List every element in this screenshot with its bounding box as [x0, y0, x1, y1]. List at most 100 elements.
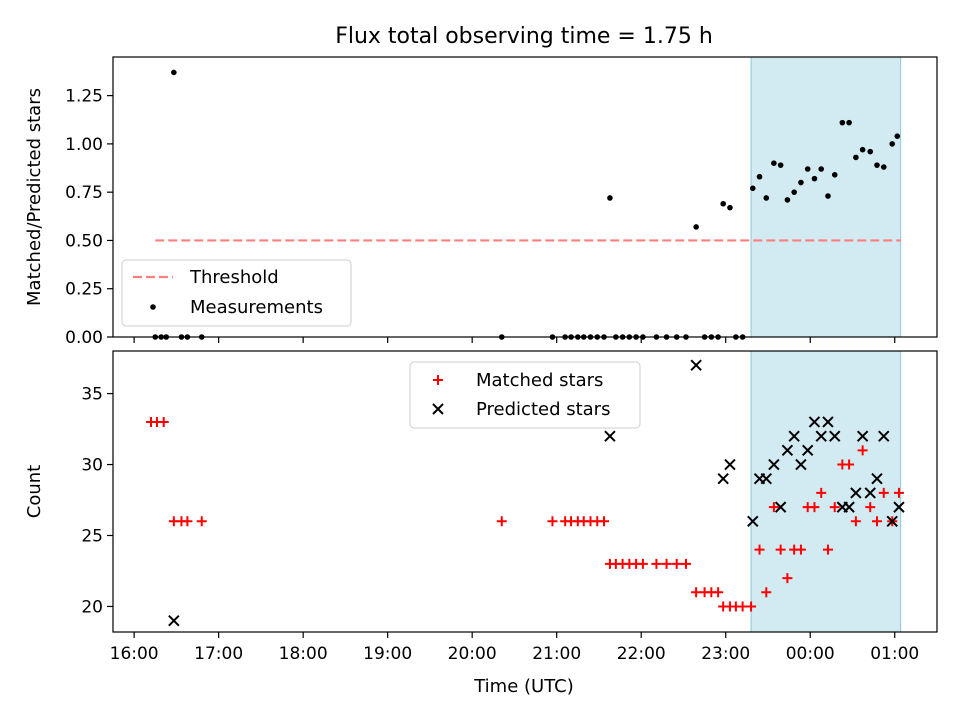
- data-point: [871, 516, 882, 527]
- data-point: [822, 416, 834, 428]
- data-point: [761, 587, 772, 598]
- legend: Threshold Measurements: [121, 259, 352, 327]
- data-point: [637, 558, 648, 569]
- data-point: [781, 444, 794, 457]
- data-point: [880, 164, 887, 170]
- data-point: [846, 119, 852, 126]
- data-point: [893, 501, 905, 513]
- data-point: [859, 146, 866, 153]
- data-point: [754, 544, 765, 555]
- data-point: [809, 502, 820, 513]
- x-tick-label: 21:00: [532, 644, 581, 664]
- series-measurements: [152, 69, 901, 340]
- data-point: [822, 544, 833, 555]
- data-point: [843, 501, 855, 513]
- data-point: [839, 119, 846, 126]
- data-point: [182, 516, 193, 527]
- data-point: [784, 197, 791, 203]
- data-point: [798, 179, 804, 186]
- x-tick-label: 19:00: [363, 644, 412, 664]
- data-point: [844, 459, 855, 470]
- y-tick-label: 20: [81, 597, 103, 617]
- data-point: [804, 166, 811, 172]
- data-point: [795, 544, 806, 555]
- data-point: [763, 195, 770, 201]
- data-point: [894, 133, 901, 139]
- data-point: [661, 558, 672, 569]
- x-axis-label: Time (UTC): [473, 676, 574, 697]
- data-point: [808, 416, 821, 428]
- data-point: [775, 544, 786, 555]
- data-point: [727, 204, 733, 211]
- y-tick-label: 35: [81, 385, 103, 405]
- y-axis-label: Matched/Predicted stars: [24, 88, 45, 306]
- data-point: [547, 516, 558, 527]
- data-point: [158, 416, 169, 427]
- data-point: [867, 148, 874, 155]
- x-tick-label: 16:00: [110, 644, 159, 664]
- plot-frame: [112, 56, 938, 338]
- data-point: [818, 166, 825, 172]
- data-point: [856, 430, 869, 442]
- data-point: [829, 502, 840, 513]
- ratio-panel: 0.00 0.25 0.50 0.75 1.00 1.25 Matched/Predicte…: [24, 56, 938, 348]
- data-point: [651, 558, 662, 569]
- data-point: [815, 430, 827, 442]
- x-tick-label: 23:00: [701, 644, 750, 664]
- data-point: [865, 502, 876, 513]
- data-point: [680, 558, 691, 569]
- y-tick-label: 0.25: [65, 280, 103, 300]
- data-point: [825, 193, 831, 199]
- data-point: [171, 69, 177, 76]
- x-tick-label: 01:00: [870, 644, 919, 664]
- data-point: [788, 430, 800, 442]
- legend-matched-swatch: [433, 375, 443, 385]
- data-point: [693, 224, 699, 230]
- x-tick-label: 17:00: [194, 644, 243, 664]
- data-point: [801, 444, 814, 457]
- data-point: [816, 487, 827, 498]
- legend: Matched stars Predicted stars: [409, 361, 641, 429]
- data-point: [737, 601, 748, 612]
- legend-label: Threshold: [189, 267, 279, 288]
- data-point: [760, 473, 772, 485]
- data-point: [168, 614, 180, 627]
- data-point: [795, 458, 807, 471]
- legend-label: Matched stars: [476, 370, 603, 391]
- data-point: [878, 487, 889, 498]
- data-point: [756, 173, 763, 180]
- data-point: [604, 430, 616, 442]
- data-point: [782, 573, 793, 584]
- y-tick-label: 25: [81, 526, 103, 546]
- data-point: [893, 487, 904, 498]
- legend-box: [121, 259, 352, 327]
- data-point: [196, 516, 207, 527]
- legend-measurements-swatch: [150, 304, 156, 310]
- data-point: [749, 185, 756, 192]
- data-point: [857, 445, 868, 456]
- data-point: [720, 200, 726, 207]
- data-point: [768, 502, 779, 513]
- y-tick-label: 0.50: [65, 231, 103, 251]
- chart-title: Flux total observing time = 1.75 h: [335, 24, 713, 49]
- y-tick-label: 1.25: [65, 87, 103, 107]
- data-point: [871, 473, 883, 485]
- legend-box: [409, 361, 641, 429]
- data-point: [850, 516, 861, 527]
- data-point: [850, 487, 862, 499]
- legend-label: Measurements: [190, 297, 323, 318]
- count-panel: 20 25 30 35 16:00 17:00 18:00 19:00 20:00 21:00 22…: [24, 350, 938, 664]
- x-tick-label: 18:00: [279, 644, 328, 664]
- data-point: [886, 515, 898, 528]
- data-point: [774, 501, 787, 513]
- data-point: [889, 141, 896, 147]
- x-tick-label: 20:00: [448, 644, 497, 664]
- data-point: [496, 516, 507, 527]
- data-point: [864, 487, 876, 499]
- y-tick-label: 0.00: [65, 328, 103, 348]
- y-axis-label: Count: [24, 465, 45, 518]
- data-point: [746, 601, 757, 612]
- y-tick-label: 1.00: [65, 135, 103, 155]
- y-tick-label: 0.75: [65, 183, 103, 203]
